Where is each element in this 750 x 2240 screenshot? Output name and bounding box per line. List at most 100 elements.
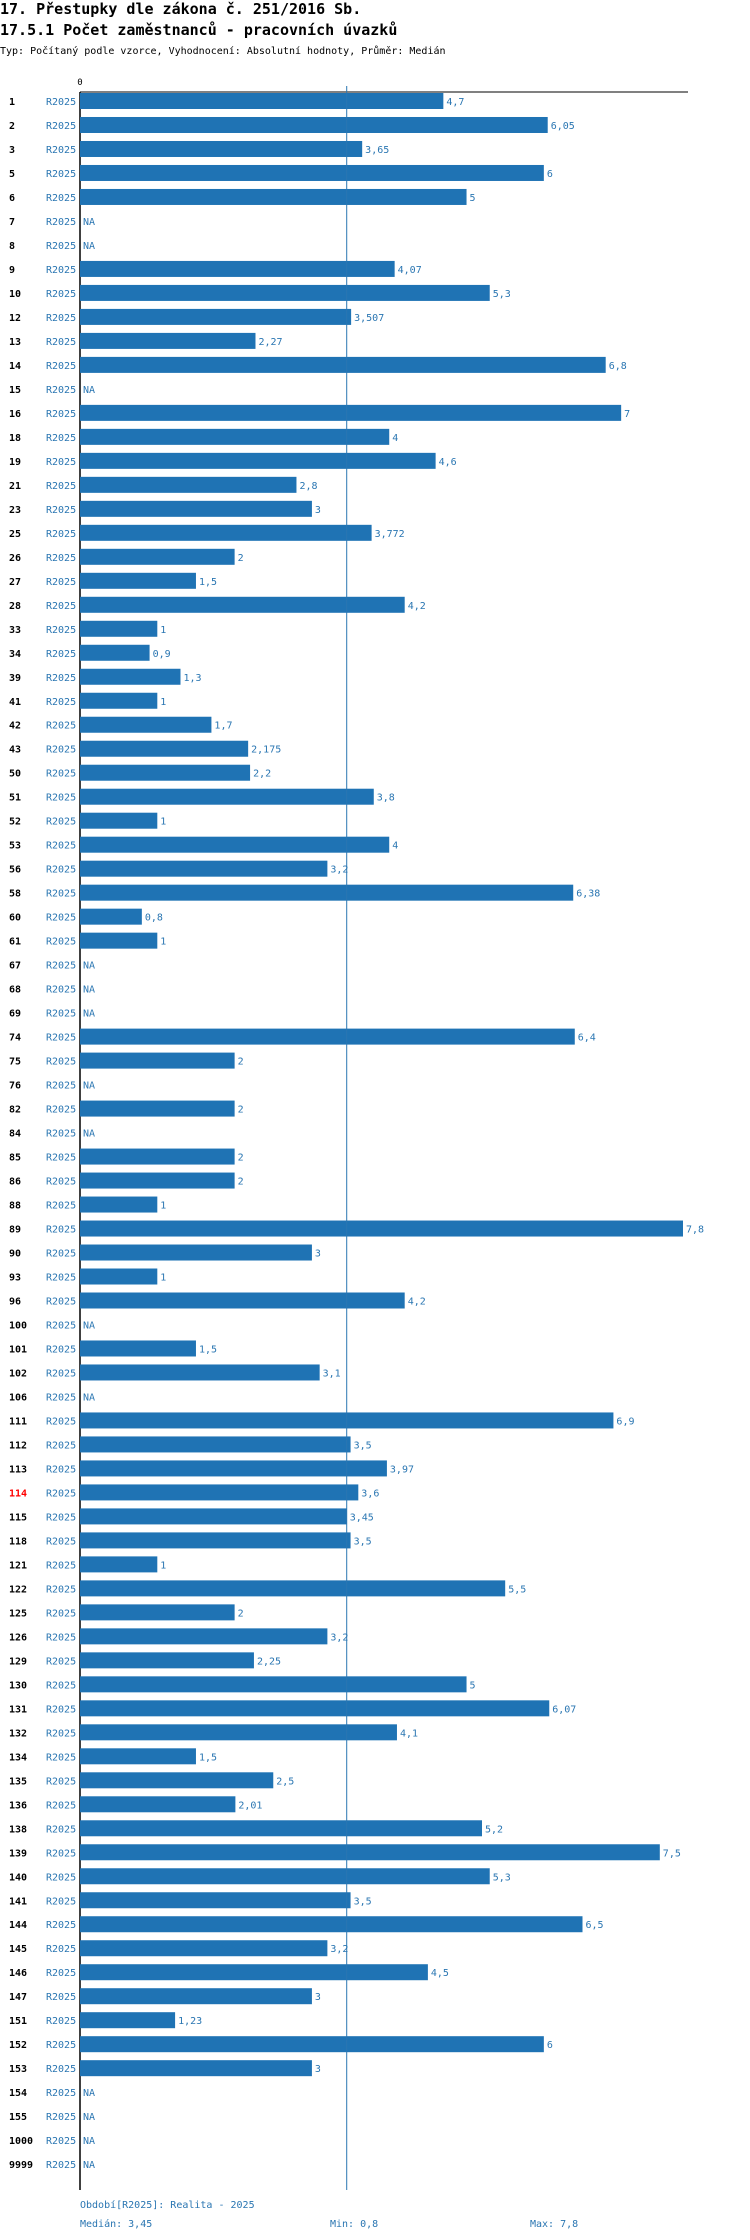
period-label: R2025 [46, 1297, 76, 1308]
bar [80, 836, 390, 853]
footer-median: Medián: 3,45 [80, 2219, 153, 2230]
category-label: 58 [9, 889, 21, 900]
period-label: R2025 [46, 1105, 76, 1116]
period-label: R2025 [46, 1872, 76, 1883]
data-label: 6,9 [616, 1416, 634, 1427]
category-label: 96 [9, 1297, 21, 1308]
bar [80, 1556, 158, 1573]
period-label: R2025 [46, 1057, 76, 1068]
data-label: 6,05 [551, 121, 575, 132]
period-label: R2025 [46, 721, 76, 732]
period-label: R2025 [46, 1824, 76, 1835]
bar [80, 332, 256, 349]
data-label: 4,07 [398, 265, 422, 276]
bar [80, 764, 251, 781]
period-label: R2025 [46, 649, 76, 660]
period-label: R2025 [46, 913, 76, 924]
bar [80, 716, 212, 733]
bar [80, 1916, 583, 1933]
bar [80, 884, 574, 901]
category-label: 52 [9, 817, 21, 828]
bar [80, 908, 142, 925]
data-label: 2 [238, 1608, 244, 1619]
period-label: R2025 [46, 241, 76, 252]
period-label: R2025 [46, 2160, 76, 2171]
period-label: R2025 [46, 769, 76, 780]
category-label: 84 [9, 1129, 21, 1140]
bar [80, 452, 436, 469]
data-label: 1 [160, 937, 166, 948]
bar [80, 1820, 482, 1837]
period-label: R2025 [46, 793, 76, 804]
bar [80, 476, 297, 493]
data-label: 1,5 [199, 577, 217, 588]
bar [80, 1196, 158, 1213]
period-label: R2025 [46, 1344, 76, 1355]
data-label: NA [83, 1392, 95, 1403]
category-label: 89 [9, 1225, 21, 1236]
bar [80, 1772, 274, 1789]
bar [80, 548, 235, 565]
bar [80, 572, 196, 589]
bar [80, 404, 622, 421]
category-label: 112 [9, 1440, 27, 1451]
period-label: R2025 [46, 1440, 76, 1451]
data-label: 6,5 [586, 1920, 604, 1931]
bar [80, 1340, 196, 1357]
data-label: 0,8 [145, 913, 163, 924]
category-label: 135 [9, 1776, 27, 1787]
bar [80, 1892, 351, 1909]
bar [80, 1532, 351, 1549]
period-label: R2025 [46, 1776, 76, 1787]
category-label: 114 [9, 1488, 27, 1499]
category-label: 53 [9, 841, 21, 852]
data-label: 4,2 [408, 601, 426, 612]
category-label: 129 [9, 1656, 27, 1667]
period-label: R2025 [46, 841, 76, 852]
bar [80, 1844, 660, 1861]
bar [80, 1436, 351, 1453]
data-label: 7,5 [663, 1848, 681, 1859]
chart-subtitle: 17.5.1 Počet zaměstnanců - pracovních úv… [0, 21, 398, 39]
period-label: R2025 [46, 1033, 76, 1044]
data-label: 2,27 [258, 337, 282, 348]
category-label: 113 [9, 1464, 27, 1475]
bar [80, 1052, 235, 1069]
bar [80, 164, 544, 181]
bar [80, 116, 548, 133]
category-label: 21 [9, 481, 21, 492]
category-label: 16 [9, 409, 21, 420]
bar [80, 1292, 405, 1309]
bar [80, 1628, 328, 1645]
data-label: 1 [160, 697, 166, 708]
data-label: NA [83, 1320, 95, 1331]
bar [80, 860, 328, 877]
period-label: R2025 [46, 745, 76, 756]
data-label: 5,3 [493, 1872, 511, 1883]
category-label: 106 [9, 1392, 27, 1403]
bar [80, 1580, 506, 1597]
data-label: 6,07 [552, 1704, 576, 1715]
data-label: 2 [238, 1105, 244, 1116]
category-label: 28 [9, 601, 21, 612]
bar [80, 1988, 312, 2005]
period-label: R2025 [46, 2040, 76, 2051]
category-label: 1 [9, 97, 15, 108]
period-label: R2025 [46, 217, 76, 228]
period-label: R2025 [46, 265, 76, 276]
category-label: 33 [9, 625, 21, 636]
data-label: 1 [160, 1273, 166, 1284]
bar [80, 2036, 544, 2053]
category-label: 76 [9, 1081, 21, 1092]
data-label: NA [83, 985, 95, 996]
data-label: 3 [315, 2064, 321, 2075]
bar [80, 356, 606, 373]
period-label: R2025 [46, 1129, 76, 1140]
period-label: R2025 [46, 1680, 76, 1691]
data-label: NA [83, 217, 95, 228]
period-label: R2025 [46, 2088, 76, 2099]
data-label: 3,2 [330, 865, 348, 876]
category-label: 93 [9, 1273, 21, 1284]
data-label: 4,6 [439, 457, 457, 468]
category-label: 118 [9, 1536, 27, 1547]
